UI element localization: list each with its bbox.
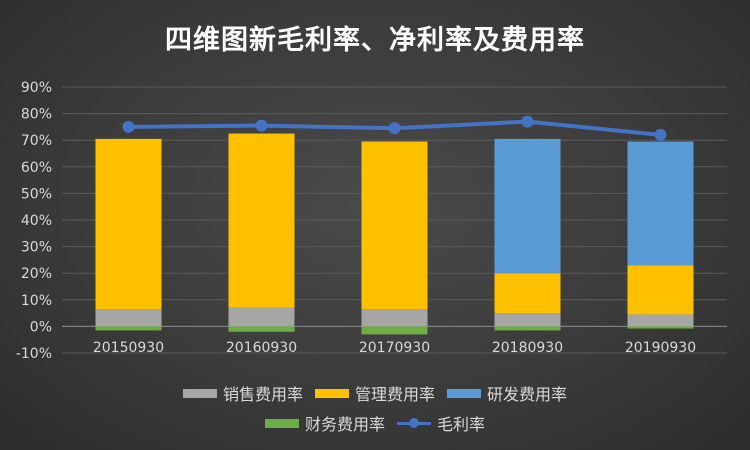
bar-segment [361,309,428,327]
line-point [388,122,401,135]
y-tick-label: 90% [21,80,52,96]
legend-row-2: 财务费用率 毛利率 [0,408,750,438]
legend-item-gross: 毛利率 [397,411,485,435]
bar-segment [494,273,561,314]
y-tick-label: -10% [16,346,52,362]
y-tick-label: 30% [21,240,52,256]
y-tick-label: 70% [21,133,52,149]
legend-swatch-sales [182,388,217,398]
x-tick-label: 20170930 [359,340,430,356]
legend: 销售费用率 管理费用率 研发费用率 财务费用率 毛利率 [0,378,750,438]
x-tick-label: 20190930 [625,340,696,356]
legend-label-admin: 管理费用率 [354,385,435,404]
bar-segment [361,141,428,310]
legend-swatch-rd [447,388,481,398]
y-tick-label: 0% [30,319,52,335]
bar-segment [494,326,561,331]
legend-label-finance: 财务费用率 [304,415,385,434]
legend-swatch-admin [314,388,349,398]
y-tick-label: 40% [21,213,52,229]
legend-label-sales: 销售费用率 [222,385,303,404]
y-tick-label: 80% [21,107,52,123]
line-point [122,120,135,133]
chart-title: 四维图新毛利率、净利率及费用率 [165,25,585,56]
legend-item-sales: 销售费用率 [182,381,303,405]
x-tick-label: 20160930 [226,340,297,356]
line-point [654,128,667,141]
legend-swatch-gross [397,417,431,429]
bar-segment [228,307,295,327]
bar-segment [361,326,428,335]
y-tick-label: 20% [21,266,52,282]
bar-segment [228,326,295,332]
legend-item-rd: 研发费用率 [447,381,567,405]
bar-segment [95,309,162,327]
bar-segment [627,314,694,327]
bar-segment [627,265,694,315]
legend-swatch-finance [264,418,299,428]
x-tick-label: 20150930 [93,340,164,356]
y-tick-label: 50% [21,186,52,202]
bar-segment [95,138,162,310]
legend-row-1: 销售费用率 管理费用率 研发费用率 [0,378,750,408]
legend-item-admin: 管理费用率 [314,381,435,405]
bar-segment [494,313,561,327]
y-tick-label: 60% [21,160,52,176]
bar-segment [494,138,561,274]
bar-segment [95,326,162,331]
legend-label-rd: 研发费用率 [487,385,568,404]
line-point [521,115,534,128]
bar-segment [627,141,694,266]
legend-label-gross: 毛利率 [437,415,486,434]
bar-segment [228,133,295,308]
line-point [255,119,268,132]
bar-segment [627,326,694,329]
y-tick-label: 10% [21,293,52,309]
legend-item-finance: 财务费用率 [264,411,385,435]
x-tick-label: 20180930 [492,340,563,356]
